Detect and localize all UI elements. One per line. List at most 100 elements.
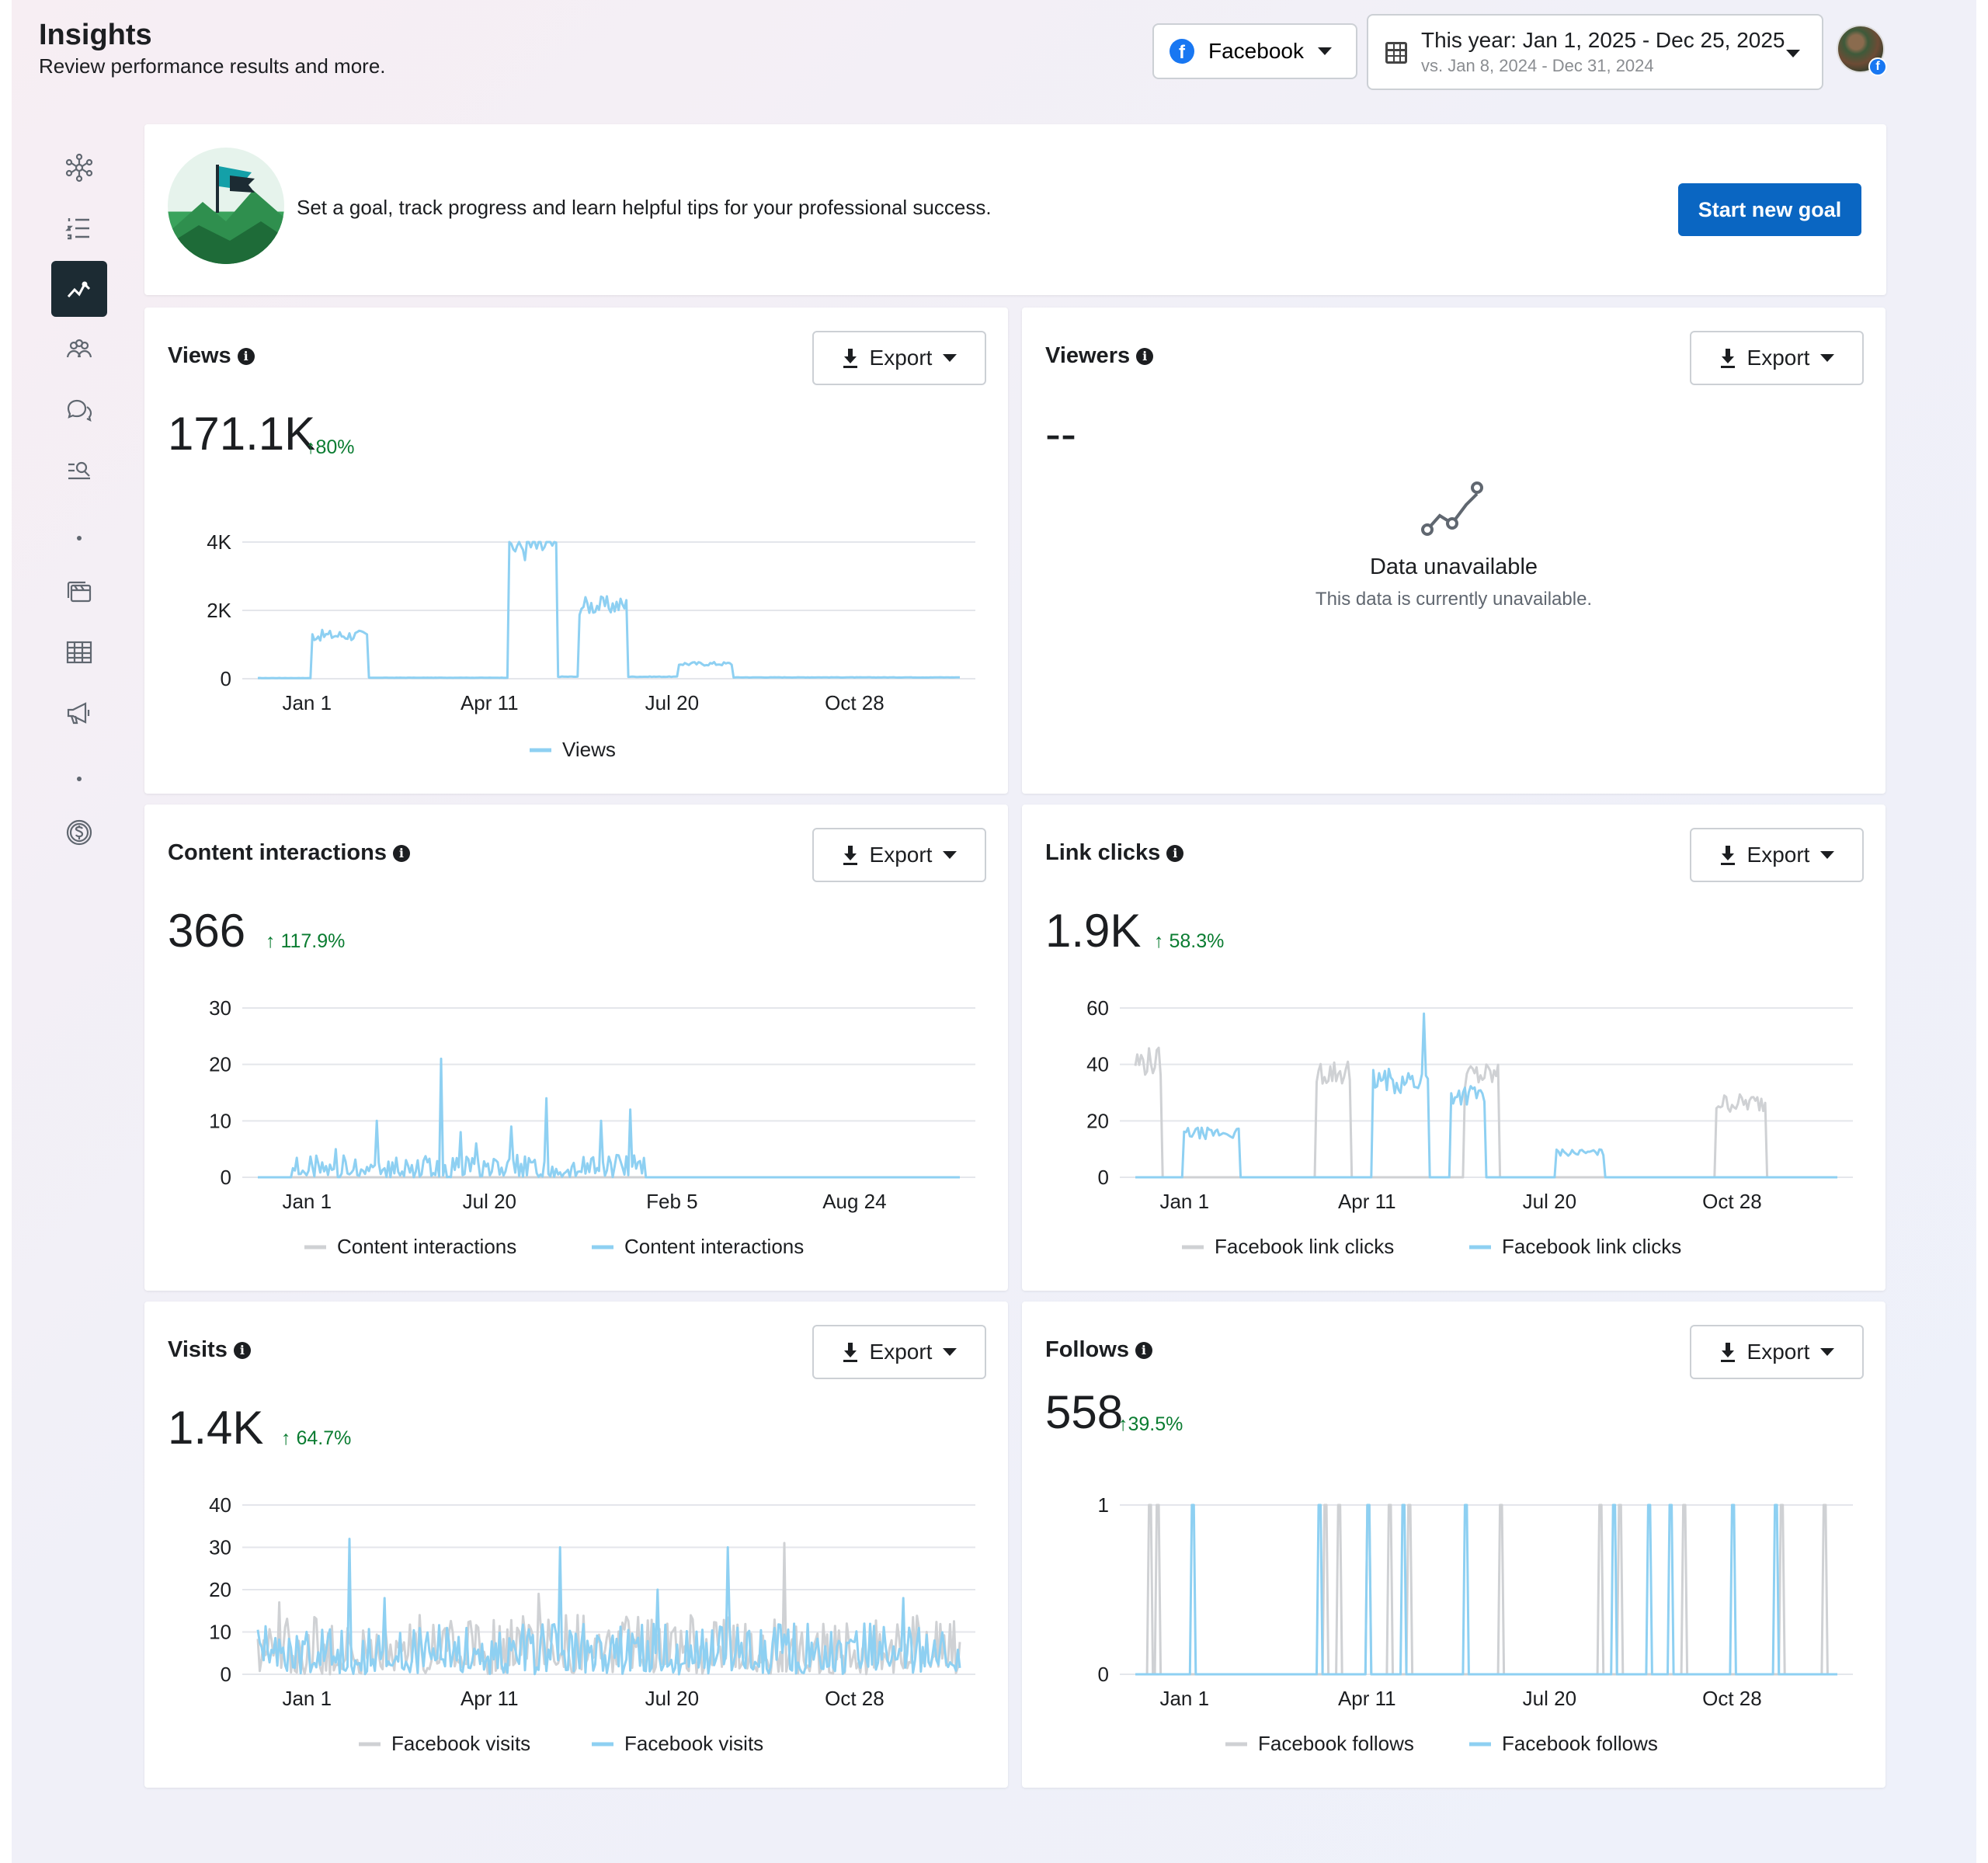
y-tick-label: 4K — [207, 530, 231, 554]
export-label: Export — [869, 1340, 933, 1364]
metric-value: 366 — [168, 905, 246, 957]
card-title: Link clicks i — [1045, 840, 1184, 866]
legend-label[interactable]: Facebook follows — [1258, 1732, 1414, 1755]
metric-value: 171.1K — [168, 408, 316, 460]
x-tick-label: Oct 28 — [825, 1687, 885, 1710]
y-tick-label: 40 — [209, 1493, 231, 1517]
info-icon[interactable]: i — [237, 347, 255, 365]
info-icon[interactable]: i — [233, 1341, 251, 1359]
download-icon — [843, 846, 857, 865]
y-tick-label: 40 — [1086, 1053, 1109, 1076]
megaphone-icon[interactable] — [51, 685, 107, 741]
date-compare-label: vs. Jan 8, 2024 - Dec 31, 2024 — [1421, 56, 1654, 75]
x-tick-label: Feb 5 — [646, 1190, 698, 1213]
chevron-down-icon — [943, 354, 958, 362]
y-tick-label: 10 — [209, 1109, 231, 1132]
x-tick-label: Jul 20 — [463, 1190, 516, 1213]
info-icon[interactable]: i — [1136, 347, 1154, 365]
series-line-current — [258, 1057, 960, 1179]
page-subtitle: Review performance results and more. — [39, 54, 386, 78]
table-icon[interactable] — [51, 624, 107, 680]
x-tick-label: Jan 1 — [1159, 1687, 1209, 1710]
goal-text: Set a goal, track progress and learn hel… — [297, 196, 992, 219]
chevron-down-icon — [943, 851, 958, 859]
card-title-text: Viewers — [1045, 343, 1131, 368]
legend-label[interactable]: Content interactions — [624, 1235, 804, 1258]
legend-label[interactable]: Facebook follows — [1502, 1732, 1658, 1755]
metric-change: ↑ 58.3% — [1154, 930, 1225, 952]
goal-banner: Set a goal, track progress and learn hel… — [144, 124, 1886, 295]
network-icon[interactable] — [51, 140, 107, 196]
calendar-icon — [1385, 42, 1407, 64]
series-line-current — [1135, 1012, 1837, 1179]
metric-change: ↑39.5% — [1118, 1413, 1183, 1435]
search-list-icon[interactable] — [51, 443, 107, 499]
start-new-goal-button[interactable]: Start new goal — [1678, 183, 1861, 236]
content-icon[interactable] — [51, 564, 107, 620]
export-button[interactable]: Export — [812, 1325, 986, 1379]
x-tick-label: Apr 11 — [1338, 1687, 1396, 1710]
info-icon[interactable]: i — [1166, 844, 1184, 862]
legend-label[interactable]: Facebook link clicks — [1215, 1235, 1394, 1258]
date-range-label: This year: Jan 1, 2025 - Dec 25, 2025 — [1421, 28, 1785, 52]
chevron-down-icon — [1317, 47, 1332, 55]
visits-chart: 0 10 20 30 40 Jan 1 Apr 11 Jul 20 Oct 28 Facebook… — [209, 1493, 975, 1755]
goal-illustration — [168, 148, 284, 264]
list-icon[interactable] — [51, 200, 107, 256]
dollar-icon[interactable] — [51, 805, 107, 860]
chevron-down-icon — [1820, 851, 1835, 859]
download-icon — [843, 1343, 857, 1362]
link-clicks-chart: 0 20 40 60 Jan 1 Apr 11 Jul 20 Oct 28 Facebook l… — [1086, 996, 1853, 1258]
facebook-badge-icon: f — [1868, 57, 1887, 76]
legend-label[interactable]: Facebook visits — [391, 1732, 530, 1755]
export-button[interactable]: Export — [812, 331, 986, 385]
y-tick-label: 30 — [209, 1536, 231, 1559]
metric-value: -- — [1045, 408, 1076, 460]
date-range-dropdown[interactable]: This year: Jan 1, 2025 - Dec 25, 2025 vs… — [1367, 14, 1823, 90]
chevron-down-icon — [1820, 354, 1835, 362]
views-chart: 0 2K 4K Jan 1 Apr 11 Jul 20 Oct 28 Views — [207, 530, 975, 761]
export-button[interactable]: Export — [1690, 828, 1864, 882]
y-tick-label: 2K — [207, 599, 231, 622]
insights-icon[interactable] — [51, 261, 107, 317]
x-tick-label: Oct 28 — [1702, 1687, 1762, 1710]
export-button[interactable]: Export — [1690, 331, 1864, 385]
y-tick-label: 0 — [221, 667, 231, 690]
info-icon[interactable]: i — [392, 844, 410, 862]
audience-icon[interactable] — [51, 322, 107, 377]
download-icon — [1720, 349, 1735, 368]
card-title-text: Link clicks — [1045, 840, 1161, 865]
legend-label[interactable]: Views — [562, 738, 616, 761]
card-title: Content interactions i — [168, 840, 410, 866]
avatar[interactable] — [1837, 25, 1885, 73]
platform-dropdown[interactable]: f Facebook — [1152, 23, 1357, 79]
window-left-edge — [0, 0, 12, 1863]
legend-label[interactable]: Facebook visits — [624, 1732, 763, 1755]
legend-label[interactable]: Facebook link clicks — [1502, 1235, 1681, 1258]
y-tick-label: 0 — [1098, 1663, 1109, 1686]
export-button[interactable]: Export — [812, 828, 986, 882]
data-unavailable-subtitle: This data is currently unavailable. — [1315, 589, 1593, 610]
follows-chart: 0 1 Jan 1 Apr 11 Jul 20 Oct 28 Facebook follow… — [1098, 1493, 1853, 1755]
x-tick-label: Apr 11 — [1338, 1190, 1396, 1213]
legend-label[interactable]: Content interactions — [337, 1235, 516, 1258]
x-tick-label: Apr 11 — [461, 1687, 519, 1710]
series-line-current — [1135, 1503, 1837, 1676]
export-button[interactable]: Export — [1690, 1325, 1864, 1379]
export-label: Export — [869, 346, 933, 370]
metric-change: ↑ 117.9% — [266, 930, 346, 952]
y-tick-label: 20 — [209, 1053, 231, 1076]
metric-change: ↑ 64.7% — [281, 1427, 352, 1449]
x-tick-label: Jul 20 — [645, 691, 699, 714]
x-tick-label: Jan 1 — [1159, 1190, 1209, 1213]
card-title: Viewers i — [1045, 343, 1154, 369]
export-label: Export — [1746, 843, 1810, 867]
card-title: Views i — [168, 343, 255, 369]
info-icon[interactable]: i — [1135, 1341, 1152, 1359]
download-icon — [1720, 846, 1735, 865]
data-unavailable-icon — [1421, 481, 1483, 536]
x-tick-label: Jan 1 — [282, 1687, 332, 1710]
x-tick-label: Oct 28 — [825, 691, 885, 714]
comments-icon[interactable] — [51, 382, 107, 438]
content-interactions-card: Content interactions i Export 366 ↑ 117.9… — [144, 805, 1008, 1291]
